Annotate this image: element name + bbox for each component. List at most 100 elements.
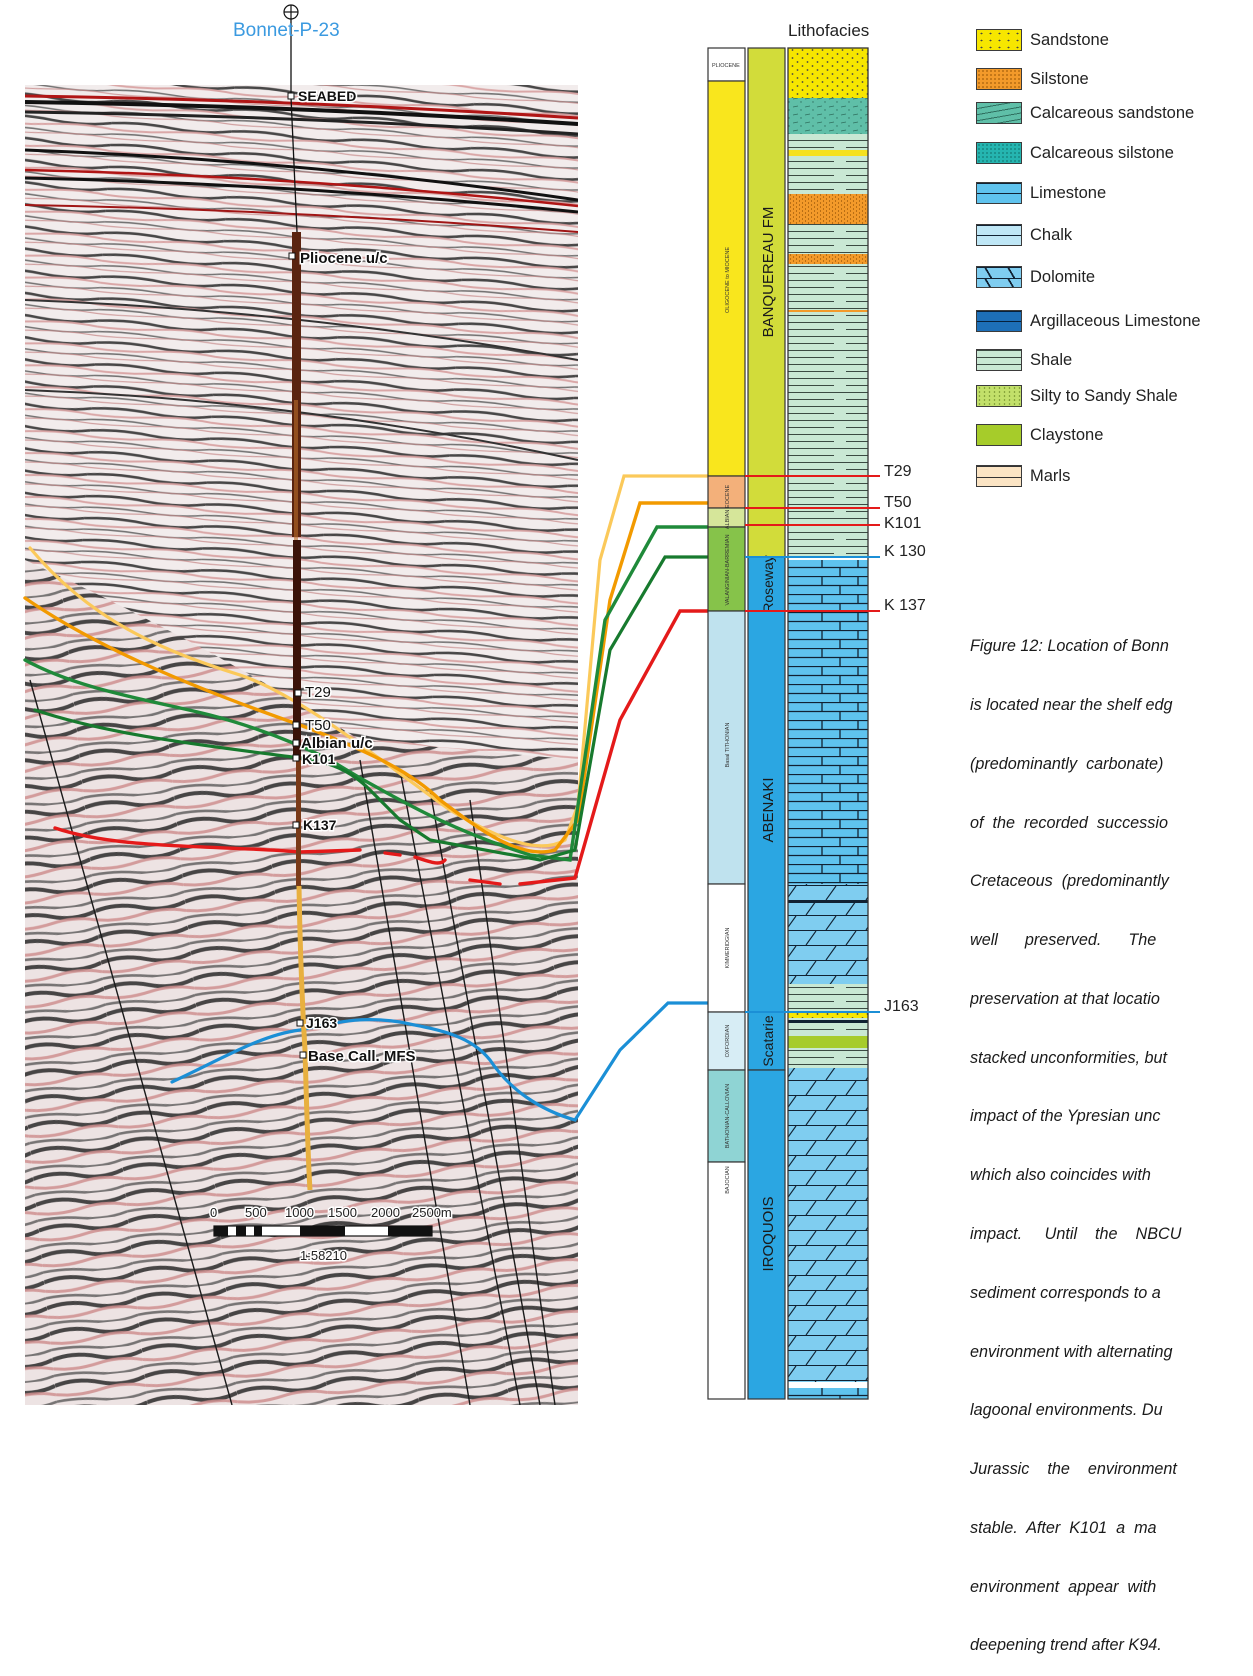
formation-iroquois: IROQUOIS bbox=[760, 1196, 777, 1271]
silty-sandy-shale-swatch-icon bbox=[976, 385, 1022, 407]
legend-label: Marls bbox=[1030, 466, 1071, 485]
legend-item-silty-sandy-shale: Silty to Sandy Shale bbox=[976, 383, 1178, 409]
caption-line: Jurassic the environment bbox=[970, 1460, 1177, 1479]
age-oligo-miocene: OLIGOCENE to MIOCENE bbox=[725, 247, 731, 313]
legend-label: Silstone bbox=[1030, 69, 1089, 88]
legend-label: Silty to Sandy Shale bbox=[1030, 386, 1178, 405]
horizon-ties bbox=[745, 475, 880, 1013]
legend-item-limestone: Limestone bbox=[976, 180, 1106, 206]
horizon-t29-light bbox=[28, 474, 710, 848]
age-bajocian: BAJOCIAN bbox=[725, 1166, 731, 1194]
legend-item-shale: Shale bbox=[976, 347, 1072, 373]
legend-item-sandstone: Sandstone bbox=[976, 27, 1109, 53]
fault-lines bbox=[29, 679, 556, 1405]
pick-label-seabed: SEABED bbox=[298, 88, 356, 104]
pick-label-albian: Albian u/c bbox=[301, 735, 373, 752]
legend-label: Calcareous silstone bbox=[1030, 143, 1174, 162]
caption-line: environment appear with bbox=[970, 1577, 1157, 1596]
age-valanginian: VALANGINIAN-BARREMIAN bbox=[725, 534, 731, 605]
legend-label: Limestone bbox=[1030, 183, 1107, 202]
scale-tick-2500: 2500m bbox=[412, 1205, 452, 1220]
legend-label: Shale bbox=[1030, 350, 1073, 369]
horizon-j163-blue bbox=[170, 1001, 710, 1122]
lithology-column bbox=[787, 47, 869, 1400]
caption-line: which also coincides with bbox=[970, 1166, 1151, 1185]
caption-line: deepening trend after K94. bbox=[970, 1636, 1162, 1655]
chalk-swatch-icon bbox=[976, 224, 1022, 246]
pick-label-k137: K137 bbox=[303, 817, 337, 833]
scale-bar: 0 500 1000 1500 2000 2500m 1:58210 bbox=[209, 1204, 454, 1265]
caption-line: sediment corresponds to a bbox=[970, 1283, 1161, 1302]
marls-swatch-icon bbox=[976, 465, 1022, 487]
horizon-label-k101: K101 bbox=[884, 515, 922, 532]
seabed-reflectors bbox=[25, 94, 578, 461]
age-labels: PLIOCENE OLIGOCENE to MIOCENE ALBIAN EOC… bbox=[712, 63, 740, 1194]
formation-column bbox=[747, 47, 786, 1400]
siltstone-swatch-icon bbox=[976, 68, 1022, 90]
caption-line: impact of the Ypresian unc bbox=[970, 1107, 1161, 1126]
pick-label-j163: J163 bbox=[306, 1015, 337, 1031]
horizon-t50-orange bbox=[23, 501, 710, 854]
pick-label-k101: K101 bbox=[302, 751, 336, 767]
seismic-horizons bbox=[23, 474, 710, 1122]
legend-item-dolomite: Dolomite bbox=[976, 264, 1095, 290]
legend-item-marls: Marls bbox=[976, 463, 1070, 489]
legend-item-calcareous-sandstone: Calcareous sandstone bbox=[976, 100, 1194, 126]
pick-markers bbox=[287, 92, 307, 1059]
shale-swatch-icon bbox=[976, 349, 1022, 371]
well-track bbox=[283, 4, 313, 1191]
calcareous-sandstone-swatch-icon bbox=[976, 102, 1022, 124]
dolomite-swatch-icon bbox=[976, 266, 1022, 288]
figure-canvas: Bonnet-P-23 SEABED Pliocene u/c T29 T50 … bbox=[23, 4, 880, 1405]
age-column bbox=[707, 47, 746, 1400]
limestone-swatch-icon bbox=[976, 182, 1022, 204]
horizon-label-k137: K 137 bbox=[884, 597, 926, 614]
scale-tick-1500: 1500 bbox=[328, 1205, 357, 1220]
scale-tick-2000: 2000 bbox=[371, 1205, 400, 1220]
caption-line: lagoonal environments. Du bbox=[970, 1401, 1163, 1420]
caption-line: stable. After K101 a ma bbox=[970, 1518, 1157, 1537]
horizon-label-j163: J163 bbox=[884, 998, 919, 1015]
horizon-albian-green bbox=[23, 525, 710, 862]
caption-line: stacked unconformities, but bbox=[970, 1048, 1168, 1067]
pick-label-base-call-mfs: Base Call. MFS bbox=[308, 1048, 416, 1065]
caption-line: of the recorded successio bbox=[970, 813, 1168, 832]
argillaceous-limestone-swatch-icon bbox=[976, 310, 1022, 332]
caption-line: Figure 12: Location of Bonn bbox=[970, 637, 1169, 656]
pick-labels: SEABED Pliocene u/c T29 T50 Albian u/c K… bbox=[297, 87, 418, 1067]
caption-line: Cretaceous (predominantly bbox=[970, 872, 1169, 891]
age-kimmeridgian: KIMMERIDGIAN bbox=[725, 928, 731, 969]
formation-labels: BANQUEREAU FM Roseway ABENAKI Scatarie I… bbox=[760, 207, 777, 1272]
legend-item-siltstone: Silstone bbox=[976, 66, 1089, 92]
legend-label: Claystone bbox=[1030, 425, 1104, 444]
pick-label-pliocene: Pliocene u/c bbox=[300, 250, 388, 267]
horizon-label-t50: T50 bbox=[884, 494, 912, 511]
legend-label: Dolomite bbox=[1030, 267, 1096, 286]
column-header: Lithofacies bbox=[788, 21, 869, 40]
age-tithonian: Basal TITHONIAN bbox=[725, 723, 731, 768]
claystone-swatch-icon bbox=[976, 424, 1022, 446]
formation-banquereau: BANQUEREAU FM bbox=[760, 207, 777, 338]
horizon-label-k130: K 130 bbox=[884, 543, 926, 560]
scale-ratio: 1:58210 bbox=[300, 1248, 347, 1263]
figure-caption: Figure 12: Location of Bonn is located n… bbox=[970, 598, 1253, 1676]
scale-tick-0: 0 bbox=[210, 1205, 217, 1220]
horizon-k137-red bbox=[53, 609, 710, 886]
caption-line: environment with alternating bbox=[970, 1342, 1173, 1361]
caption-line: impact. Until the NBCU bbox=[970, 1225, 1182, 1243]
caption-line: preservation at that locatio bbox=[970, 989, 1160, 1008]
formation-roseway: Roseway bbox=[760, 555, 776, 613]
calcareous-siltstone-swatch-icon bbox=[976, 142, 1022, 164]
caption-line: well preserved. The bbox=[970, 931, 1157, 950]
age-pliocene: PLIOCENE bbox=[712, 63, 740, 69]
formation-abenaki: ABENAKI bbox=[760, 777, 777, 842]
pick-label-t50: T50 bbox=[305, 717, 331, 734]
age-albian-eocene: ALBIAN EOCENE bbox=[725, 485, 731, 530]
caption-line: (predominantly carbonate) bbox=[970, 754, 1164, 773]
sandstone-swatch-icon bbox=[976, 29, 1022, 51]
formation-scatarie: Scatarie bbox=[760, 1015, 776, 1067]
well-name: Bonnet-P-23 bbox=[233, 20, 340, 41]
legend-label: Sandstone bbox=[1030, 30, 1109, 49]
legend-item-chalk: Chalk bbox=[976, 222, 1072, 248]
legend-item-calcareous-siltstone: Calcareous silstone bbox=[976, 140, 1174, 166]
